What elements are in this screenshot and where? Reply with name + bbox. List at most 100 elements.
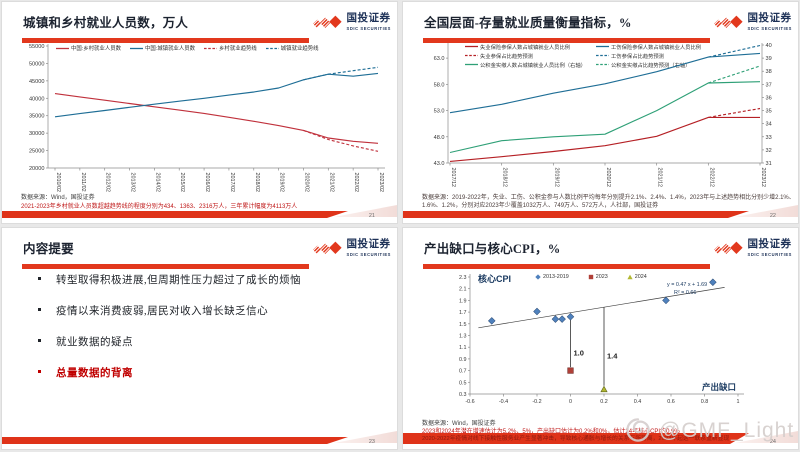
svg-text:2018/02: 2018/02 — [254, 173, 260, 193]
svg-text:1.7: 1.7 — [459, 310, 467, 316]
svg-text:2.3: 2.3 — [459, 275, 467, 281]
footer-ribbon — [2, 431, 397, 444]
slide-employment-counts[interactable]: 城镇和乡村就业人员数，万人 国投证券 SDIC SECURITIES 中国:乡村… — [2, 2, 397, 223]
svg-text:2017/12: 2017/12 — [450, 168, 456, 188]
page-number: 23 — [368, 439, 375, 445]
footer-red-wedge — [403, 211, 749, 218]
svg-text:2023/02: 2023/02 — [378, 173, 384, 193]
title-underline-bar — [22, 38, 309, 43]
svg-text:-0.4: -0.4 — [499, 399, 508, 405]
footer-ribbon — [403, 431, 798, 444]
svg-text:0.7: 0.7 — [459, 369, 467, 375]
svg-text:2.1: 2.1 — [459, 287, 467, 293]
svg-text:20000: 20000 — [29, 166, 45, 172]
brand-logo: 国投证券 SDIC SECURITIES — [312, 13, 391, 31]
footer-red-wedge — [2, 437, 348, 444]
svg-text:y = 0.47 x + 1.69: y = 0.47 x + 1.69 — [667, 282, 707, 288]
quality-line-chart: 43.0 48.0 53.0 58.0 63.0 31 32 33 34 35 36 37 38 39 40… — [434, 43, 772, 188]
brand-name-zh: 国投证券 — [346, 239, 391, 250]
svg-text:0: 0 — [569, 399, 572, 405]
scatter-chart: 0.3 0.5 0.7 0.9 1.1 1.3 1.5 1.7 1.9 2.1 2.3 -0.6 -0.… — [459, 273, 744, 405]
svg-text:25000: 25000 — [29, 149, 45, 155]
brand-diamonds-icon — [312, 15, 342, 28]
legend-item: 2023 — [588, 274, 608, 280]
chart-legend: 失业保险参保人数占城镇就业人员比例 工伤保险参保人数占城镇就业人员比例 失业参保占比… — [465, 42, 756, 69]
svg-text:产出缺口: 产出缺口 — [702, 382, 736, 392]
svg-text:35: 35 — [766, 109, 772, 115]
svg-text:30000: 30000 — [29, 131, 45, 137]
footer-pale-wedge — [735, 431, 798, 443]
svg-text:2022/12: 2022/12 — [708, 168, 714, 188]
legend-item: 失业参保占比趋势预测 — [465, 53, 533, 60]
svg-text:55000: 55000 — [29, 44, 45, 50]
brand-diamonds-icon — [713, 241, 743, 254]
svg-text:2021/12: 2021/12 — [657, 168, 663, 188]
footer-red-wedge — [2, 211, 348, 218]
svg-text:39: 39 — [766, 56, 772, 62]
legend-item: 2013-2019 — [535, 274, 569, 280]
legend-item: 中国:城镇就业人员数 — [130, 46, 196, 52]
svg-text:0.3: 0.3 — [459, 392, 467, 398]
svg-text:2015/02: 2015/02 — [179, 173, 185, 193]
chart-legend: 中国:乡村就业人员数 中国:城镇就业人员数 乡村就业趋势线 城镇就业趋势线 — [56, 44, 319, 52]
employment-line-chart: 20000 25000 30000 35000 40000 45000 50000 55000… — [29, 44, 385, 193]
svg-text:0.8: 0.8 — [701, 399, 709, 405]
title-underline-bar — [22, 264, 309, 269]
slide-title: 产出缺口与核心CPI，% — [424, 242, 561, 256]
brand-diamonds-icon — [713, 15, 743, 28]
page-number: 24 — [769, 439, 776, 445]
svg-text:1.9: 1.9 — [459, 298, 467, 304]
svg-text:40000: 40000 — [29, 96, 45, 102]
agenda-list: 转型取得积极进展,但周期性压力超过了成长的烦恼 疫情以来消费疲弱,居民对收入增长… — [38, 272, 301, 396]
svg-text:1.3: 1.3 — [459, 334, 467, 340]
slide-employment-quality[interactable]: 全国层面-存量就业质量衡量指标，% 国投证券 SDIC SECURITIES 失… — [403, 2, 798, 223]
source-line: 数据来源：2019-2022年，失业、工伤、公积金参与人数比例平均每年分别提升2… — [422, 195, 795, 201]
note-line-2: 2020-2022年疫情对线下接触性服务业产生显著冲击，导致核心通胀与增长的关系… — [422, 436, 730, 442]
footer-red-wedge — [403, 433, 749, 444]
svg-text:53.0: 53.0 — [434, 109, 445, 115]
slide-output-gap-cpi[interactable]: 产出缺口与核心CPI，% 国投证券 SDIC SECURITIES 2013-2… — [403, 228, 798, 449]
source-line-2: 1.6%、1.2%，分别对应2023年少覆盖1032万人、749万人、572万人… — [422, 203, 659, 209]
svg-text:38: 38 — [766, 69, 772, 75]
svg-text:0.5: 0.5 — [459, 380, 467, 386]
svg-text:2019/12: 2019/12 — [553, 168, 559, 188]
slide-agenda[interactable]: 内容提要 国投证券 SDIC SECURITIES 转型取得积极进展,但周期性压… — [2, 228, 397, 449]
svg-text:37: 37 — [766, 82, 772, 88]
svg-text:0.9: 0.9 — [459, 357, 467, 363]
svg-text:32: 32 — [766, 148, 772, 154]
title-underline-bar — [423, 264, 710, 269]
title-underline-bar — [423, 38, 710, 43]
agenda-item: 疫情以来消费疲弱,居民对收入增长缺乏信心 — [38, 303, 301, 318]
svg-text:43.0: 43.0 — [434, 161, 445, 167]
svg-text:63.0: 63.0 — [434, 56, 445, 62]
svg-text:1.0: 1.0 — [574, 349, 584, 358]
brand-name-zh: 国投证券 — [747, 13, 792, 24]
footer-pale-wedge — [735, 205, 798, 217]
svg-text:0.4: 0.4 — [634, 399, 642, 405]
svg-text:33: 33 — [766, 135, 772, 141]
svg-text:36: 36 — [766, 95, 772, 101]
svg-text:0.2: 0.2 — [600, 399, 608, 405]
legend-item: 工伤保险参保人数占城镇就业人员比例 — [596, 44, 702, 51]
brand-logo: 国投证券 SDIC SECURITIES — [713, 239, 792, 257]
svg-text:2011/02: 2011/02 — [80, 173, 86, 192]
page-number: 21 — [368, 213, 375, 219]
agenda-item: 转型取得积极进展,但周期性压力超过了成长的烦恼 — [38, 272, 301, 287]
svg-text:核心CPI: 核心CPI — [478, 273, 511, 284]
slide-title: 内容提要 — [23, 242, 74, 256]
note-line: 2023和2024年潜在增速估计为5.2%、5%，产出缺口估计为0.2%和0%，… — [422, 429, 680, 435]
svg-text:2022/02: 2022/02 — [353, 173, 359, 193]
svg-text:R² = 0.66: R² = 0.66 — [674, 290, 696, 296]
svg-text:50000: 50000 — [29, 61, 45, 67]
agenda-item-emphasis: 总量数据的背离 — [38, 365, 301, 380]
footer-pale-wedge — [334, 431, 397, 443]
svg-text:2013/02: 2013/02 — [130, 173, 136, 193]
brand-name-zh: 国投证券 — [747, 239, 792, 250]
brand-name-en: SDIC SECURITIES — [346, 25, 391, 31]
legend-item: 乡村就业趋势线 — [204, 46, 257, 52]
source-line: 数据来源：Wind，国投证券 — [422, 421, 496, 427]
brand-name-en: SDIC SECURITIES — [747, 25, 792, 31]
legend-item: 城镇就业趋势线 — [265, 46, 319, 52]
svg-text:45000: 45000 — [29, 79, 45, 85]
page-number: 22 — [769, 213, 776, 219]
